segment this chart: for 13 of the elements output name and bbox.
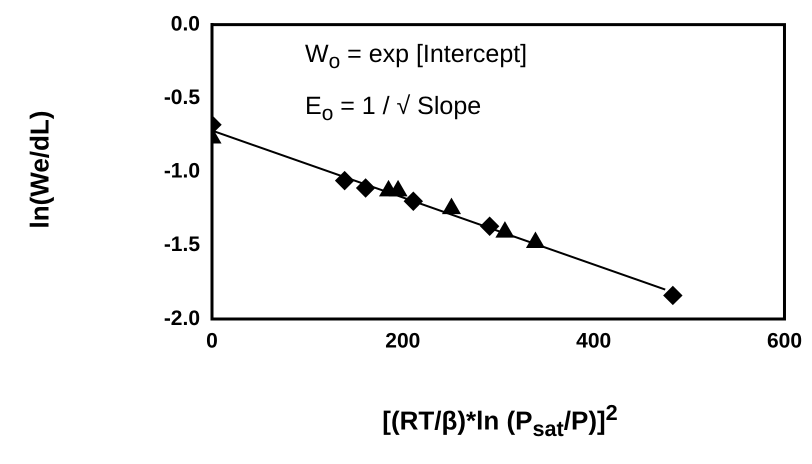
y-tick-label: 0.0 [170,12,200,36]
annotation: E$_{o}$ = 1 / √ Slope [305,92,482,126]
y-tick-label: -2.0 [164,306,200,330]
x-tick-label: 600 [766,329,802,352]
annotation: W$_{o}$ = exp [Intercept] [305,40,528,74]
y-axis-title: ln(We/dL) [24,109,56,230]
y-tick-label: -0.5 [164,86,200,109]
x-tick-label: 0 [206,329,218,352]
y-tick-label: -1.0 [164,160,200,183]
x-axis-title: [(RT/β)*ln (P$_{sat}$/P)]$^{2}$ [381,400,619,442]
y-tick-label: -1.5 [164,233,200,256]
x-tick-label: 400 [576,329,612,352]
x-tick-label: 200 [385,329,420,352]
